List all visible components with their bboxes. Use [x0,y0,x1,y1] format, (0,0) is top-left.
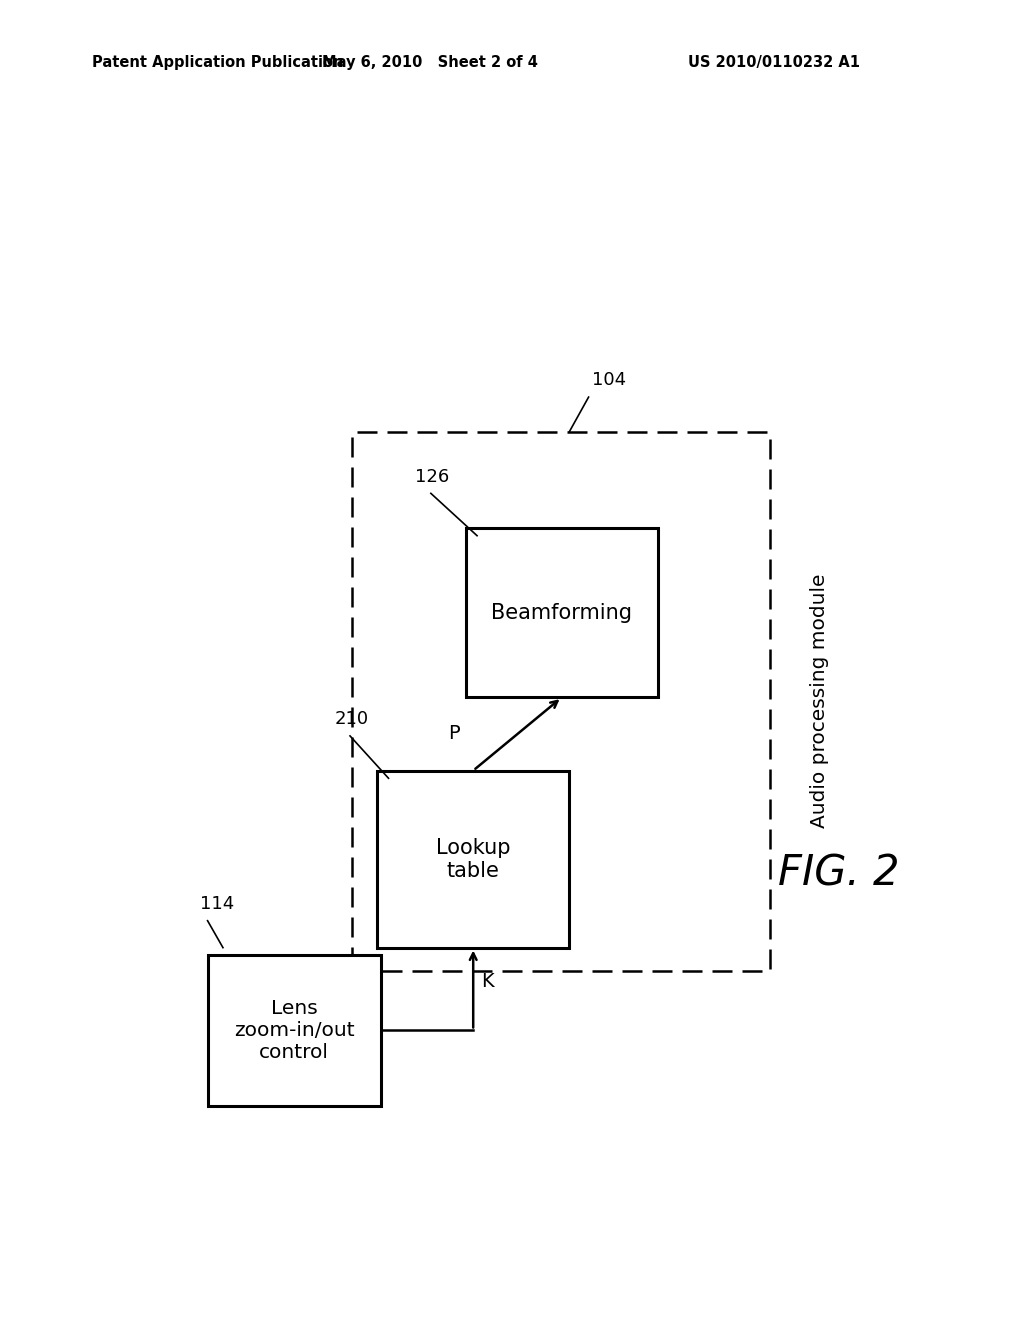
Text: Lookup
table: Lookup table [436,837,510,880]
Text: 126: 126 [416,467,450,486]
Text: 104: 104 [593,371,627,389]
Text: Audio processing module: Audio processing module [810,574,829,829]
Text: P: P [447,725,460,743]
Text: May 6, 2010   Sheet 2 of 4: May 6, 2010 Sheet 2 of 4 [323,55,538,70]
Text: Patent Application Publication: Patent Application Publication [92,55,344,70]
Bar [466,528,658,697]
Text: K: K [481,972,494,991]
Text: Lens
zoom-in/out
control: Lens zoom-in/out control [233,999,354,1061]
Text: US 2010/0110232 A1: US 2010/0110232 A1 [688,55,860,70]
Text: 210: 210 [335,710,369,729]
Text: Beamforming: Beamforming [492,603,632,623]
Text: 114: 114 [200,895,234,913]
Bar [352,432,770,970]
Bar [208,956,381,1106]
Text: FIG. 2: FIG. 2 [778,853,900,895]
Bar [377,771,569,948]
